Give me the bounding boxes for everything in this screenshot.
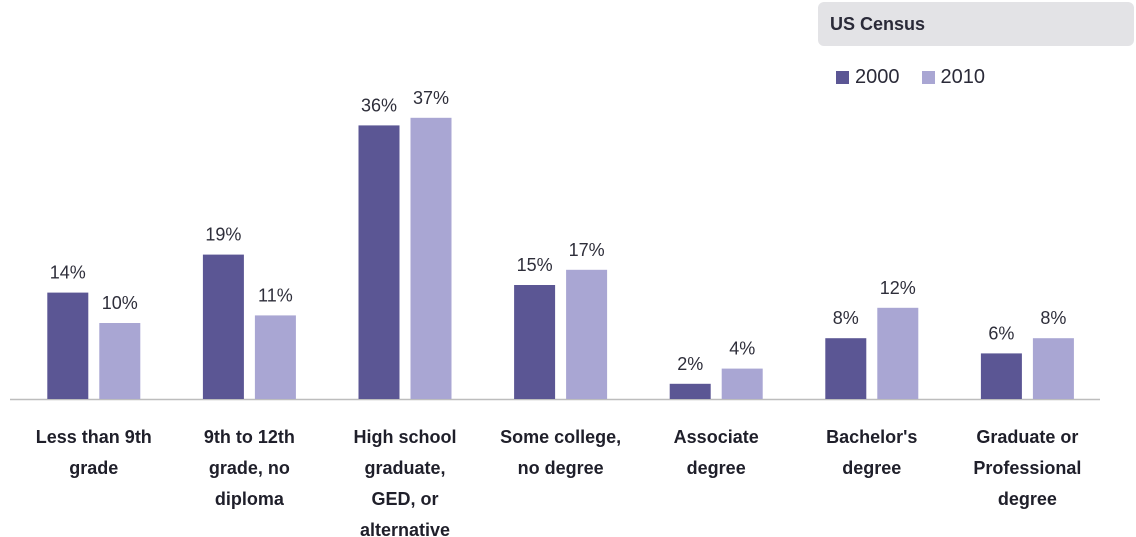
- bar-2000-high-school-graduate-ged-or-alternative: [358, 125, 400, 400]
- data-label-2010-graduate-or-professional-degree: 8%: [1040, 308, 1066, 328]
- x-tick-label-line: diploma: [215, 489, 285, 509]
- x-tick-label-bachelor-s-degree: Bachelor's degree: [826, 427, 917, 478]
- bar-2000-less-than-9th-grade: [47, 292, 89, 399]
- data-label-2010-associate-degree: 4%: [729, 339, 755, 359]
- data-label-2010-9th-to-12th-grade-no-diploma: 11%: [258, 285, 293, 305]
- x-tick-label-line: 9th to 12th: [204, 427, 295, 447]
- x-tick-label-line: High school: [354, 427, 457, 447]
- bar-2010-9th-to-12th-grade-no-diploma: [254, 315, 296, 399]
- legend-label-2010: 2010: [940, 66, 986, 88]
- data-label-2000-9th-to-12th-grade-no-diploma: 19%: [205, 225, 241, 245]
- x-tick-label-line: Bachelor's: [826, 427, 917, 447]
- x-tick-label-high-school-graduate-ged-or-alternative: High school graduate, GED, or alternative: [354, 427, 457, 537]
- x-tick-label-9th-to-12th-grade-no-diploma: 9th to 12th grade, no diploma: [204, 427, 295, 509]
- bar-2000-bachelor-s-degree: [825, 338, 867, 399]
- x-tick-label-line: Less than 9th: [36, 427, 152, 447]
- x-tick-label-some-college-no-degree: Some college, no degree: [500, 427, 621, 478]
- data-label-2010-high-school-graduate-ged-or-alternative: 37%: [413, 88, 449, 108]
- x-tick-label-less-than-9th-grade: Less than 9th grade: [36, 427, 152, 478]
- bar-2000-some-college-no-degree: [514, 285, 556, 399]
- x-tick-label-graduate-or-professional-degree: Graduate or Professional degree: [973, 427, 1081, 509]
- legend-title-box: US Census: [818, 2, 1134, 46]
- x-tick-label-line: Graduate or: [976, 427, 1078, 447]
- bar-2010-graduate-or-professional-degree: [1032, 338, 1074, 399]
- legend-item-2010: 2010: [921, 66, 986, 89]
- bar-2000-graduate-or-professional-degree: [980, 353, 1022, 399]
- x-tick-label-line: degree: [998, 489, 1057, 509]
- data-label-2010-some-college-no-degree: 17%: [569, 240, 605, 260]
- legend-label-2000: 2000: [855, 66, 900, 88]
- legend-title: US Census: [830, 14, 926, 34]
- legend: 2000 2010: [836, 66, 999, 89]
- x-tick-label-line: grade, no: [209, 458, 290, 478]
- x-tick-label-line: Professional: [973, 458, 1081, 478]
- x-tick-label-line: graduate,: [364, 458, 445, 478]
- bar-2010-some-college-no-degree: [566, 269, 608, 399]
- data-label-2000-associate-degree: 2%: [677, 354, 703, 374]
- bar-2010-bachelor-s-degree: [877, 307, 919, 399]
- x-tick-label-associate-degree: Associate degree: [674, 427, 759, 478]
- data-label-2000-some-college-no-degree: 15%: [517, 255, 553, 275]
- legend-swatch-2010: [921, 71, 935, 84]
- x-tick-label-line: grade: [69, 458, 118, 478]
- bar-2010-less-than-9th-grade: [99, 323, 141, 399]
- data-label-2000-graduate-or-professional-degree: 6%: [988, 323, 1014, 343]
- data-label-2000-high-school-graduate-ged-or-alternative: 36%: [361, 95, 397, 115]
- bar-2010-high-school-graduate-ged-or-alternative: [410, 117, 452, 400]
- bar-2000-9th-to-12th-grade-no-diploma: [202, 254, 244, 399]
- legend-item-2000: 2000: [836, 66, 900, 89]
- x-tick-label-line: no degree: [518, 458, 604, 478]
- x-tick-label-line: Associate: [674, 427, 759, 447]
- bar-2010-associate-degree: [721, 368, 763, 399]
- data-label-2010-less-than-9th-grade: 10%: [102, 293, 138, 313]
- x-tick-label-line: Some college,: [500, 427, 621, 447]
- bar-2000-associate-degree: [669, 383, 711, 399]
- data-label-2000-bachelor-s-degree: 8%: [833, 308, 859, 328]
- legend-swatch-2000: [836, 71, 849, 84]
- data-label-2010-bachelor-s-degree: 12%: [880, 278, 916, 298]
- data-label-2000-less-than-9th-grade: 14%: [50, 263, 86, 283]
- x-tick-label-line: degree: [842, 458, 901, 478]
- x-tick-label-line: alternative: [360, 520, 450, 537]
- x-tick-label-line: degree: [687, 458, 746, 478]
- x-tick-label-line: GED, or: [371, 489, 438, 509]
